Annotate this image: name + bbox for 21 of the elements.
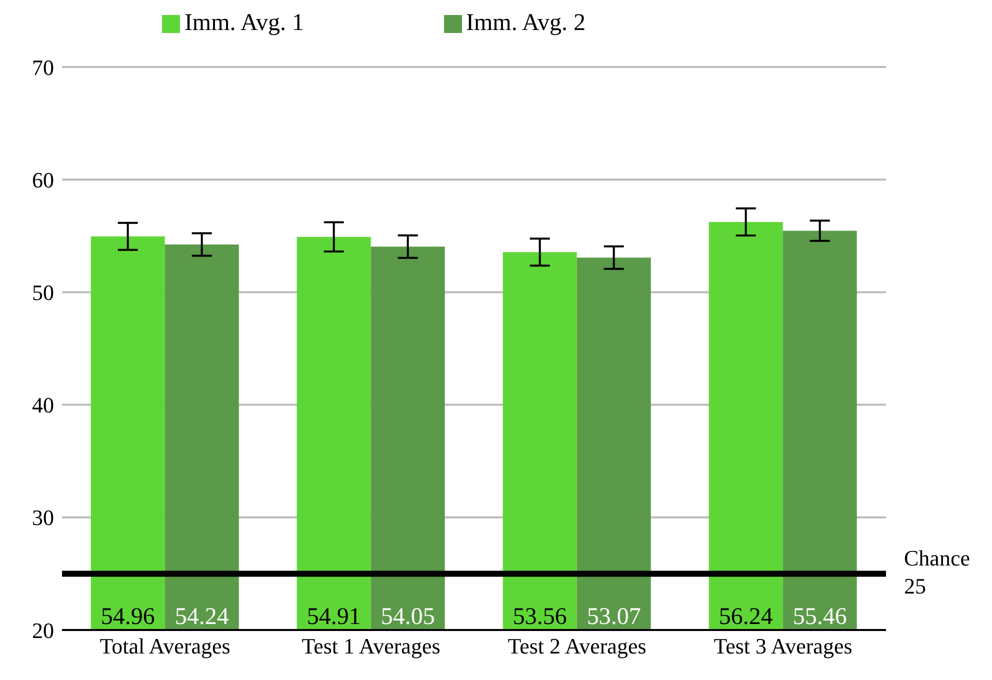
data-label: 56.24	[718, 604, 773, 630]
data-label: 55.46	[792, 604, 847, 630]
ref-line-label: Chance 25	[904, 546, 970, 599]
data-label: 54.91	[306, 604, 361, 630]
y-tick-label: 60	[32, 167, 54, 192]
y-tick-label: 30	[32, 505, 54, 530]
legend-label: Imm. Avg. 2	[466, 10, 586, 36]
x-tick-label: Test 3 Averages	[714, 634, 852, 659]
x-tick-label: Test 1 Averages	[302, 634, 440, 659]
data-label: 53.07	[586, 604, 641, 630]
data-label: 53.56	[512, 604, 567, 630]
legend-label: Imm. Avg. 1	[184, 10, 304, 36]
y-tick-label: 70	[32, 54, 54, 80]
x-tick-label: Total Averages	[100, 634, 230, 659]
data-label: 54.96	[100, 604, 155, 630]
y-tick-label: 20	[32, 618, 54, 643]
y-tick-label: 40	[32, 392, 54, 418]
y-tick-label: 50	[32, 280, 54, 306]
data-label: 54.24	[174, 604, 229, 630]
data-label: 54.05	[380, 604, 435, 630]
x-tick-label: Test 2 Averages	[508, 634, 646, 659]
